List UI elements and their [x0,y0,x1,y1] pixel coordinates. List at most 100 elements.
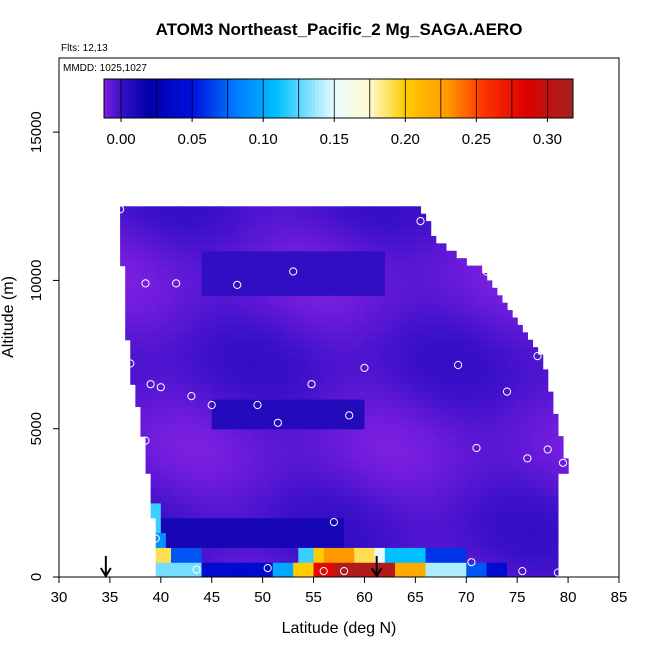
heatmap-cell [283,399,289,408]
heatmap-cell [542,569,549,577]
heatmap-cell [471,369,478,378]
heatmap-cell [496,480,503,489]
flight-point [172,279,181,288]
colorbar-swatch [561,79,566,118]
heatmap-cell [272,436,279,445]
heatmap-cell [232,525,238,534]
heatmap-cell [435,302,442,311]
heatmap-cell [507,369,513,378]
heatmap-cell [435,376,442,385]
heatmap-cell [379,569,386,577]
heatmap-cell [466,302,472,311]
heatmap-cell [456,525,462,534]
heatmap-cell [140,384,147,393]
colorbar-swatch [530,79,535,118]
heatmap-cell [186,287,192,296]
heatmap-cell [171,250,177,259]
heatmap-cell [155,258,162,267]
heatmap-cell [328,473,335,482]
heatmap-cell [232,443,238,452]
heatmap-cell [349,406,355,415]
heatmap-cell [247,436,254,445]
heatmap-cell [125,295,131,304]
heatmap-cell [216,547,223,556]
heatmap-cell [379,480,386,489]
heatmap-cell [501,310,508,319]
heatmap-cell [349,324,355,333]
heatmap-cell [288,206,294,215]
heatmap-cell [267,502,274,511]
heatmap-cell [257,525,264,534]
heatmap-cell [476,554,483,563]
heatmap-cell [211,258,218,267]
heatmap-cell [277,302,284,311]
heatmap-cell [440,369,447,378]
heatmap-cell [135,287,142,296]
heatmap-cell [364,406,371,415]
heatmap-cell [420,562,427,571]
heatmap-cell [435,569,442,577]
heatmap-cell [160,235,167,244]
heatmap-cell [532,547,539,556]
heatmap-cell [344,258,350,267]
heatmap-cell [206,295,213,304]
heatmap-cell [181,258,187,267]
heatmap-cell [237,547,243,556]
heatmap-cell [232,206,238,215]
heatmap-cell [537,406,544,415]
heatmap-cell [135,250,142,259]
heatmap-cell [374,317,381,326]
heatmap-cell [364,235,371,244]
heatmap-cell [257,273,264,282]
heatmap-cell [486,532,493,541]
heatmap-cell [395,436,401,445]
heatmap-cell [221,562,228,571]
heatmap-cell [308,213,315,222]
heatmap-cell [501,317,508,326]
heatmap-cell [145,213,152,222]
heatmap-cell [364,273,371,282]
flight-point [416,217,425,226]
heatmap-cell [481,310,488,319]
heatmap-cell [435,347,442,356]
heatmap-cell [517,554,523,563]
heatmap-cell [191,399,198,408]
heatmap-cell [293,310,299,319]
heatmap-cell [298,250,304,259]
heatmap-cell [160,295,167,304]
heatmap-cell [517,569,523,577]
heatmap-cell [160,406,167,415]
heatmap-cell [150,465,157,474]
heatmap-cell [293,332,299,341]
heatmap-cell [242,228,248,237]
heatmap-cell [150,458,157,467]
heatmap-cell [318,280,325,289]
heatmap-cell [181,525,187,534]
heatmap-cell [201,488,208,497]
heatmap-cell [374,361,381,370]
heatmap-cell [130,310,136,319]
heatmap-cell [344,295,350,304]
heatmap-cell [201,406,208,415]
heatmap-cell [339,525,345,534]
heatmap-cell [430,436,437,445]
heatmap-cell [400,473,406,482]
heatmap-cell [237,354,243,363]
heatmap-cell [150,428,157,437]
colorbar-swatch [318,79,324,118]
heatmap-cell [430,428,437,437]
heatmap-cell [359,473,366,482]
heatmap-cell [171,421,177,430]
heatmap-cell [379,250,386,259]
heatmap-cell [415,347,422,356]
heatmap-cell [267,473,274,482]
heatmap-cell [476,525,483,534]
heatmap-cell [395,287,401,296]
heatmap-cell [247,376,254,385]
heatmap-cell [293,450,299,459]
heatmap-cell [288,339,294,348]
heatmap-cell [395,480,401,489]
heatmap-cell [288,287,294,296]
heatmap-cell [186,280,192,289]
heatmap-cell [425,317,432,326]
